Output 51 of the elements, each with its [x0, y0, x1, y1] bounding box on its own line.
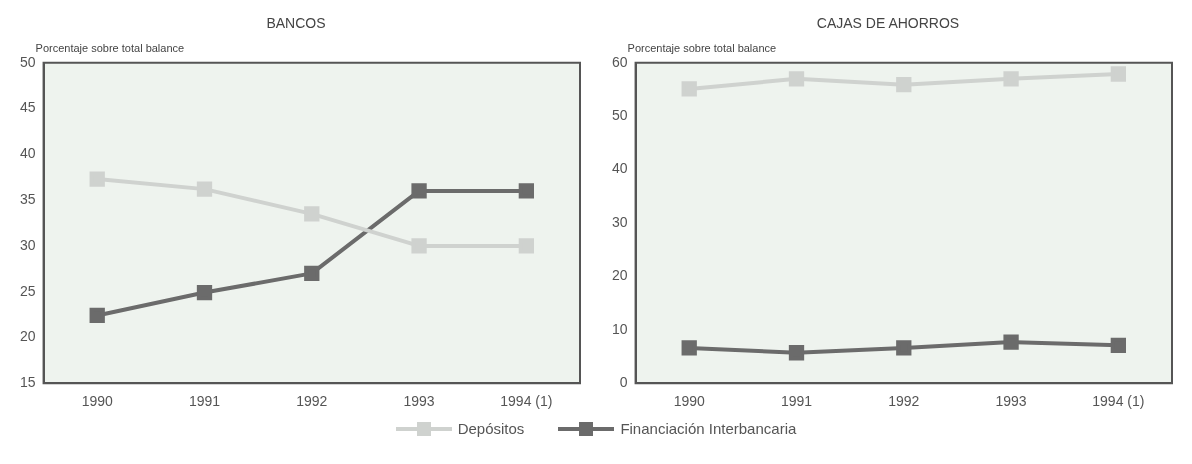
legend-label: Financiación Interbancaria [620, 420, 797, 437]
point [89, 307, 105, 324]
point [1003, 334, 1019, 350]
y-tick-label: 50 [611, 107, 628, 124]
legend-label: Depósitos [457, 420, 525, 437]
y-tick-label: 35 [19, 190, 36, 207]
chart-title: CAJAS DE AHORROS [816, 15, 960, 32]
x-tick-label: 1993 [995, 393, 1027, 410]
point [304, 265, 320, 282]
y-tick-label: 50 [19, 53, 36, 70]
y-tick-label: 10 [611, 320, 628, 337]
point [1003, 71, 1019, 87]
point [196, 181, 213, 197]
y-tick-label: 60 [611, 53, 628, 70]
x-tick-label: 1994 (1) [500, 393, 553, 410]
x-tick-label: 1992 [296, 393, 328, 410]
point [411, 238, 427, 254]
x-tick-label: 1990 [81, 393, 113, 410]
y-tick-label: 45 [19, 99, 36, 116]
x-tick-label: 1993 [403, 393, 435, 410]
x-tick-label: 1994 (1) [1092, 393, 1145, 410]
point [196, 284, 213, 301]
y-axis-title: Porcentaje sobre total balance [35, 42, 185, 55]
y-tick-label: 25 [19, 282, 36, 299]
y-tick-label: 30 [611, 213, 628, 230]
y-tick-label: 40 [611, 160, 628, 177]
point [1110, 66, 1127, 82]
point [896, 340, 912, 356]
y-tick-label: 40 [19, 145, 36, 162]
y-tick-label: 20 [611, 267, 628, 284]
point [788, 345, 805, 361]
point [788, 71, 805, 87]
y-tick-label: 30 [19, 236, 36, 253]
point [518, 238, 535, 254]
x-tick-label: 1991 [188, 393, 221, 410]
chart-title: BANCOS [266, 15, 326, 32]
y-tick-label: 20 [19, 328, 36, 345]
point [896, 77, 912, 93]
y-axis-title: Porcentaje sobre total balance [627, 42, 777, 55]
point [681, 340, 697, 356]
point [411, 183, 427, 199]
point [681, 81, 697, 97]
point [304, 206, 320, 222]
point [518, 183, 535, 199]
point [89, 171, 105, 187]
y-tick-label: 0 [619, 374, 628, 391]
x-tick-label: 1992 [888, 393, 920, 410]
y-tick-label: 15 [19, 374, 36, 391]
x-tick-label: 1990 [673, 393, 705, 410]
x-tick-label: 1991 [780, 393, 813, 410]
point [1110, 337, 1127, 353]
